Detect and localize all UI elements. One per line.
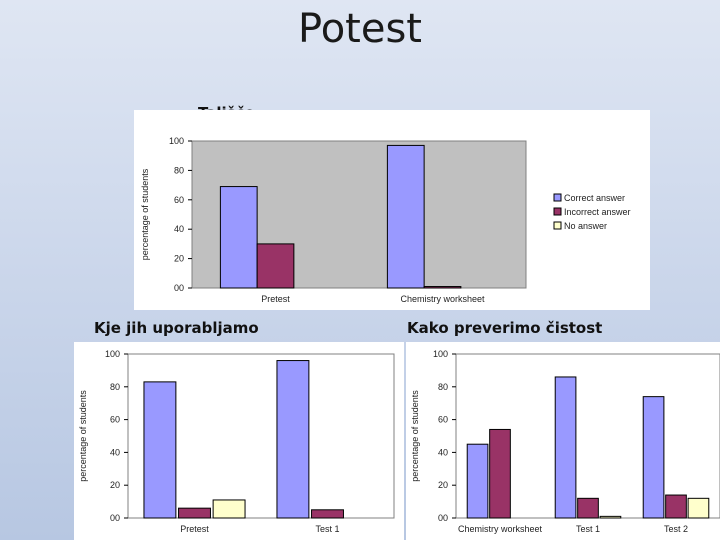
legend-swatch-melting [553,221,562,230]
y-tick-label-usage: 00 [110,513,120,523]
bar-purity-2-2 [687,497,710,519]
x-category-label-usage: Pretest [180,524,209,534]
bar-melting-1-0 [256,243,295,289]
legend-swatch-melting [553,207,562,216]
bar-usage-2-0 [212,499,246,519]
bar-usage-0-1 [276,360,310,519]
bar-melting-0-0 [219,186,258,289]
y-tick-label-purity: 00 [438,513,448,523]
y-tick-label-usage: 100 [105,349,120,359]
x-category-label-purity: Test 1 [576,524,600,534]
y-tick-label-melting: 80 [174,165,184,175]
y-tick-label-purity: 60 [438,415,448,425]
y-tick-label-usage: 40 [110,447,120,457]
y-tick-label-purity: 80 [438,382,448,392]
y-tick-label-melting: 40 [174,224,184,234]
bar-purity-1-2 [665,494,687,519]
chart-usage: 00 20 40 60 80 100 percentage of students Prete… [74,342,404,540]
y-tick-label-melting: 20 [174,254,184,264]
legend-label-melting: Correct answer [564,193,625,203]
x-category-label-usage: Test 1 [315,524,339,534]
y-tick-label-usage: 60 [110,415,120,425]
slide-title: Potest [298,6,422,52]
bar-usage-0-0 [143,381,177,519]
y-axis-label-melting: percentage of students [140,168,150,260]
y-axis-label-usage: percentage of students [78,390,88,482]
y-tick-label-purity: 100 [433,349,448,359]
bar-usage-1-1 [311,509,344,519]
y-tick-label-melting: 60 [174,195,184,205]
bar-purity-2-1 [599,515,622,519]
legend-label-melting: No answer [564,221,607,231]
y-tick-label-usage: 20 [110,480,120,490]
y-tick-label-melting: 100 [169,136,184,146]
legend-label-melting: Incorrect answer [564,207,631,217]
y-axis-label-purity: percentage of students [410,390,420,482]
bar-purity-1-1 [577,497,599,519]
y-tick-label-purity: 40 [438,447,448,457]
y-tick-label-purity: 20 [438,480,448,490]
y-tick-label-melting: 00 [174,283,184,293]
bar-melting-1-1 [423,286,462,289]
y-tick-label-usage: 80 [110,382,120,392]
bar-purity-0-0 [466,443,489,519]
bar-purity-1-0 [489,428,511,519]
chart-melting-point: 00 20 40 60 80 100 percentage of students Prete… [134,110,650,310]
chart-melting-point-svg: 00 20 40 60 80 100 percentage of students Prete… [140,136,631,304]
x-category-label-melting: Chemistry worksheet [400,294,485,304]
chart-usage-svg: 00 20 40 60 80 100 percentage of students Prete… [78,349,395,534]
chart-purity-svg: 00 20 40 60 80 100 percentage of students Chemi… [410,349,720,534]
legend-swatch-melting [553,193,562,202]
x-category-label-melting: Pretest [261,294,290,304]
chart-title-purity: Kako preverimo čistost [407,319,603,337]
chart-title-usage: Kje jih uporabljamo [94,319,259,337]
bar-purity-0-2 [642,396,665,519]
bar-usage-1-0 [178,507,211,519]
x-category-label-purity: Test 2 [664,524,688,534]
bar-melting-0-1 [386,144,425,289]
chart-purity: 00 20 40 60 80 100 percentage of students Chemi… [406,342,720,540]
bar-purity-0-1 [554,376,577,519]
x-category-label-purity: Chemistry worksheet [458,524,543,534]
